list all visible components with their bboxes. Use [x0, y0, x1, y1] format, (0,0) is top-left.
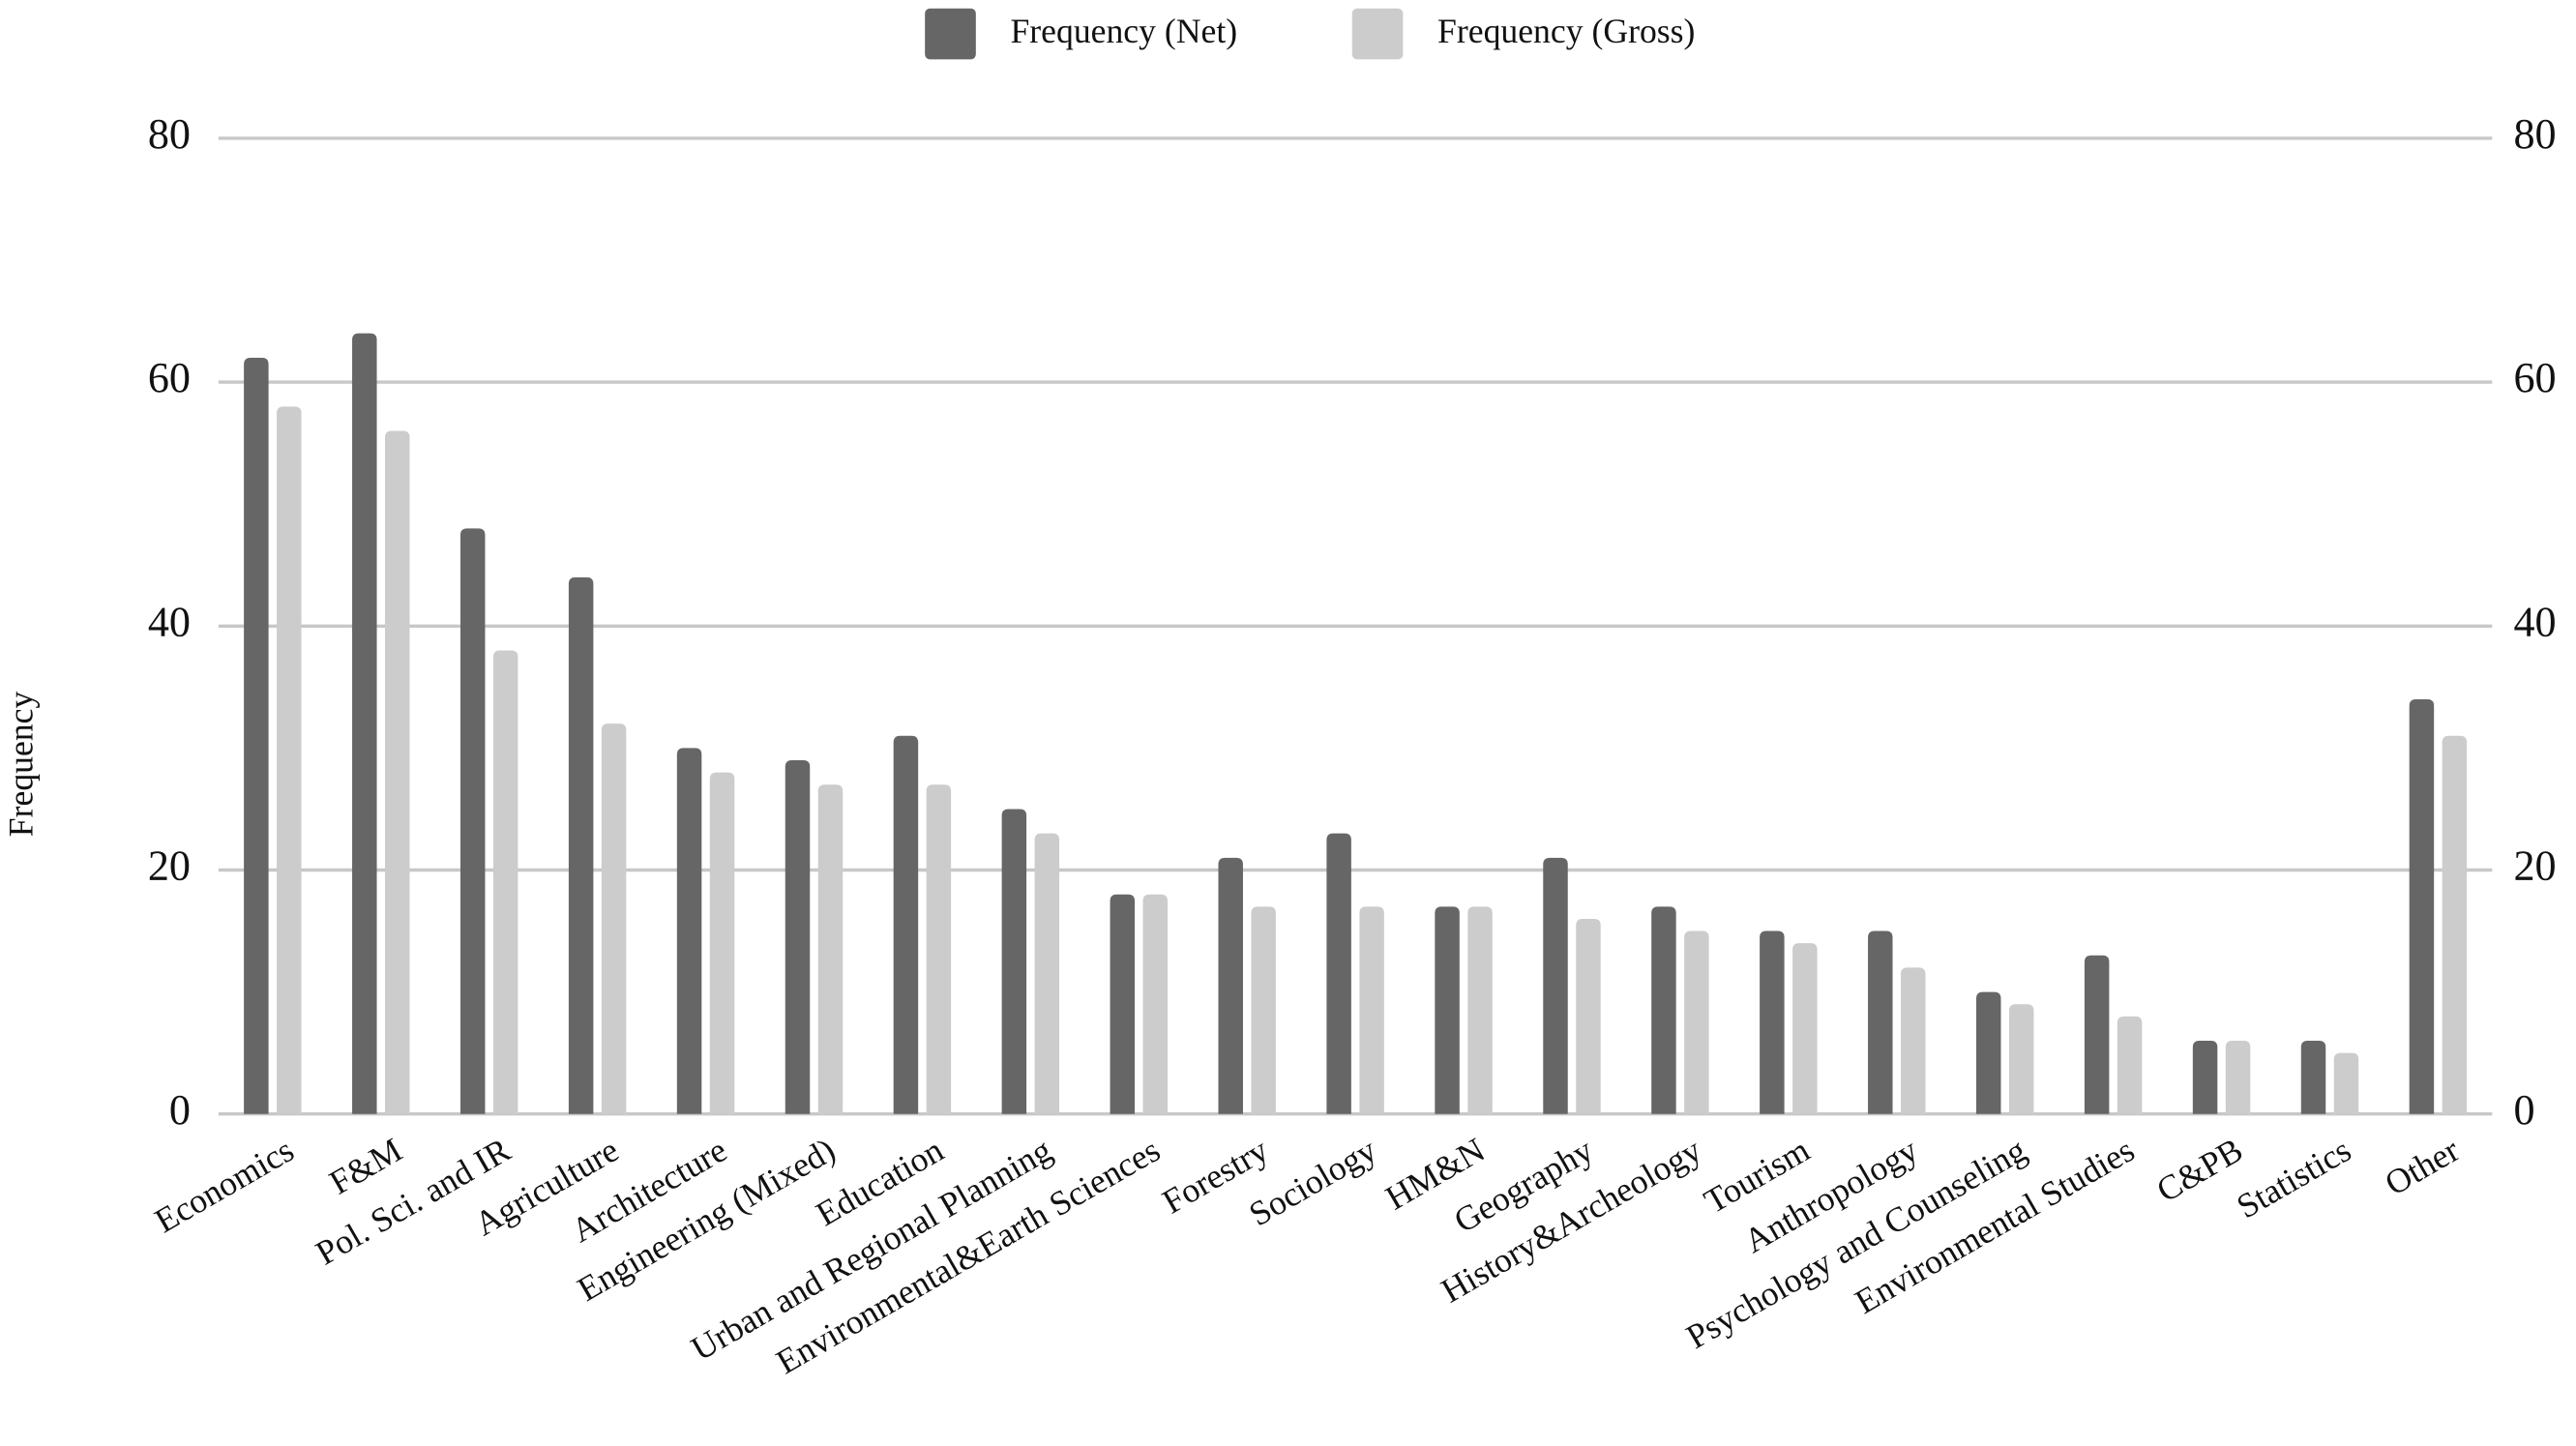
bar: [2300, 1041, 2326, 1114]
bar: [1251, 906, 1276, 1114]
bar: [568, 576, 594, 1114]
legend-swatch: [1351, 8, 1404, 60]
bar: [277, 406, 302, 1114]
bar: [1684, 930, 1709, 1114]
y-tick-label: 80: [148, 110, 191, 158]
bar: [2225, 1041, 2251, 1114]
bar: [1001, 809, 1027, 1114]
bar: [2409, 698, 2435, 1114]
bar: [1218, 857, 1243, 1114]
y2-tick-label: 40: [2513, 598, 2556, 645]
x-tick-label: Economics: [148, 1130, 300, 1240]
bar: [352, 333, 377, 1114]
bar: [926, 784, 952, 1114]
bar: [244, 357, 269, 1114]
y-tick-label: 20: [148, 842, 191, 890]
bar: [385, 430, 410, 1114]
bar: [709, 772, 735, 1114]
bar: [2442, 735, 2468, 1114]
legend-label: Frequency (Net): [1010, 12, 1237, 50]
legend-label: Frequency (Gross): [1437, 12, 1695, 50]
bar: [785, 760, 811, 1114]
bar: [1359, 906, 1384, 1114]
y-tick-label: 0: [169, 1086, 191, 1134]
bar: [817, 784, 844, 1114]
bar: [2333, 1052, 2359, 1114]
bar: [1868, 930, 1893, 1114]
bar: [492, 650, 518, 1114]
bar: [1142, 894, 1168, 1114]
y-axis-label: Frequency: [2, 692, 41, 838]
bar: [1901, 967, 1926, 1114]
y2-tick-label: 0: [2513, 1086, 2534, 1134]
bar: [893, 735, 919, 1114]
bar: [1543, 857, 1568, 1114]
bar: [676, 748, 702, 1114]
bar: [601, 723, 627, 1114]
bar: [2117, 1016, 2143, 1114]
bar: [2008, 1004, 2034, 1114]
y-tick-label: 60: [148, 354, 191, 401]
legend-swatch: [925, 8, 976, 60]
bar: [1034, 833, 1060, 1114]
x-tick-label: Statistics: [2230, 1130, 2357, 1225]
y2-tick-label: 60: [2513, 354, 2556, 401]
y2-tick-label: 80: [2513, 110, 2556, 158]
bar: [459, 528, 486, 1114]
bar: [1792, 943, 1818, 1114]
bar: [1326, 833, 1351, 1114]
bar: [1435, 906, 1460, 1114]
y-tick-label: 40: [148, 598, 191, 645]
bar: [1651, 906, 1676, 1114]
bar: [1467, 906, 1493, 1114]
bar: [2192, 1041, 2218, 1114]
bar: [1576, 918, 1601, 1114]
y2-tick-label: 20: [2513, 842, 2556, 890]
bar: [1110, 894, 1136, 1114]
bar: [1760, 930, 1785, 1114]
x-tick-label: Other: [2379, 1130, 2466, 1202]
bar: [2084, 955, 2110, 1114]
bar: [1975, 991, 2001, 1114]
